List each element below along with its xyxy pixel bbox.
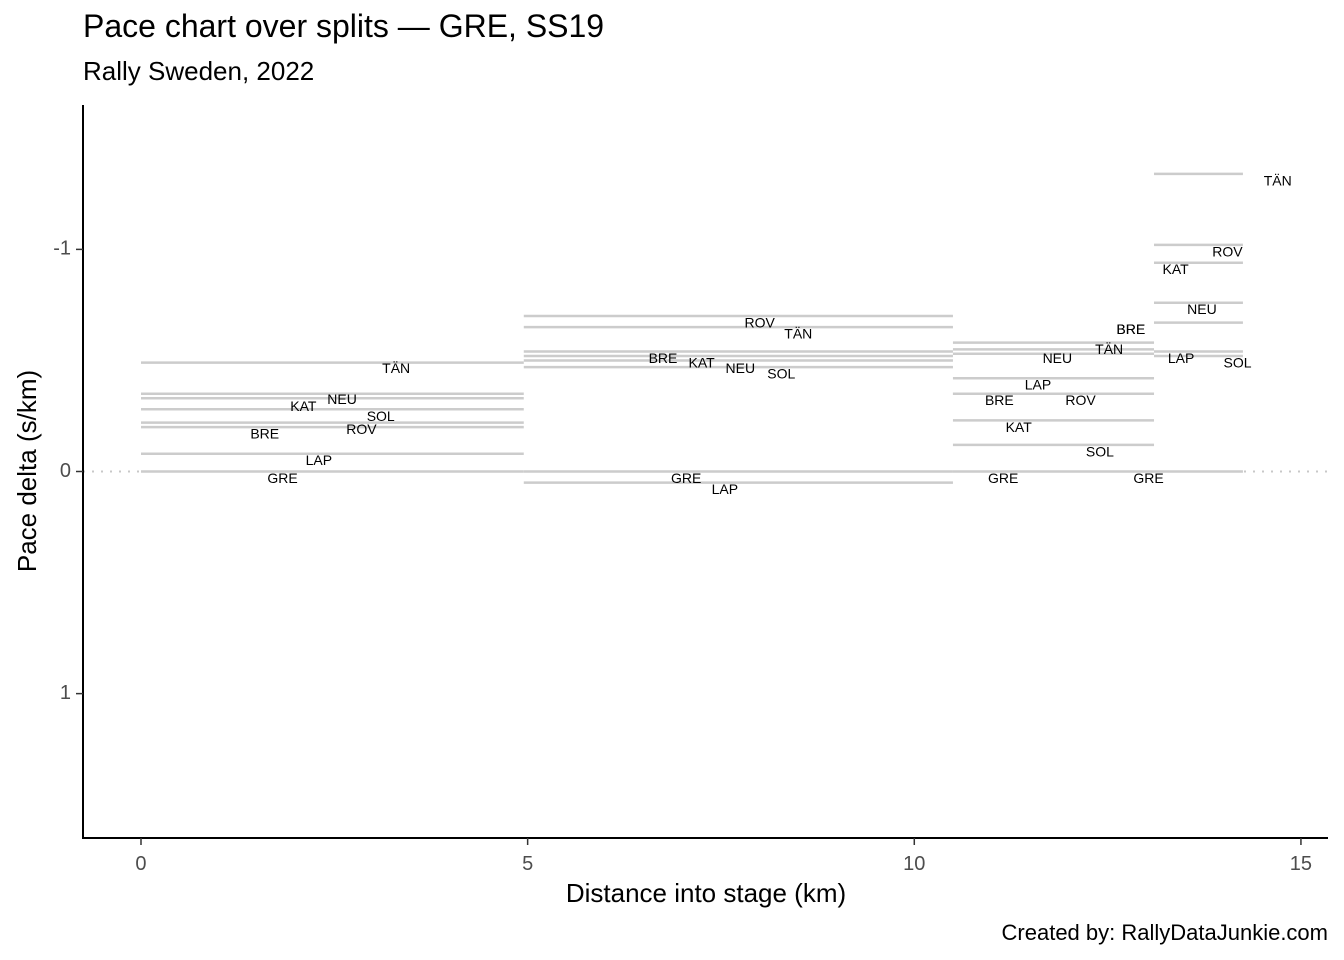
x-axis-title: Distance into stage (km) <box>566 878 846 908</box>
driver-label-sol-split-2: SOL <box>767 366 795 382</box>
driver-label-bre-split-3: BRE <box>985 392 1014 408</box>
driver-label-lap-split-4: LAP <box>1168 350 1194 366</box>
y-axis-title: Pace delta (s/km) <box>12 370 42 572</box>
driver-label-gre-split-4: GRE <box>1133 470 1163 486</box>
chart-caption: Created by: RallyDataJunkie.com <box>1001 920 1328 945</box>
y-tick-label: 0 <box>60 460 71 482</box>
driver-label-neu-split-2: NEU <box>726 360 756 376</box>
driver-label-lap-split-1: LAP <box>306 452 332 468</box>
driver-label-gre-split-2: GRE <box>671 470 701 486</box>
driver-label-kat-split-4: KAT <box>1163 261 1190 277</box>
y-tick-label: 1 <box>60 682 71 704</box>
x-tick-label: 15 <box>1290 853 1312 875</box>
driver-label-rov-split-2: ROV <box>744 314 775 330</box>
driver-label-gre-split-1: GRE <box>267 470 297 486</box>
driver-label-rov-split-3: ROV <box>1065 392 1096 408</box>
driver-label-tän-split-4: TÄN <box>1264 172 1292 188</box>
driver-label-bre-split-1: BRE <box>250 426 279 442</box>
driver-label-lap-split-3: LAP <box>1025 377 1051 393</box>
x-tick-label: 10 <box>903 853 925 875</box>
axes-layer: 0 5 10 15 -1 0 1 <box>53 105 1328 875</box>
driver-label-bre-split-3: BRE <box>1116 321 1145 337</box>
driver-label-gre-split-3: GRE <box>988 470 1018 486</box>
driver-label-sol-split-4: SOL <box>1224 354 1252 370</box>
driver-label-kat-split-3: KAT <box>1006 419 1033 435</box>
driver-label-rov-split-4: ROV <box>1212 243 1243 259</box>
x-tick-label: 5 <box>522 853 533 875</box>
y-tick-label: -1 <box>53 238 71 260</box>
driver-label-sol-split-3: SOL <box>1086 443 1114 459</box>
driver-label-neu-split-3: NEU <box>1043 350 1073 366</box>
chart-subtitle: Rally Sweden, 2022 <box>83 56 315 86</box>
driver-label-sol-split-1: SOL <box>367 408 395 424</box>
driver-label-neu-split-1: NEU <box>327 391 357 407</box>
driver-label-kat-split-1: KAT <box>290 398 317 414</box>
chart-title: Pace chart over splits — GRE, SS19 <box>83 8 605 44</box>
driver-label-rov-split-1: ROV <box>346 421 377 437</box>
driver-label-kat-split-2: KAT <box>689 354 716 370</box>
x-tick-label: 0 <box>135 853 146 875</box>
driver-label-neu-split-4: NEU <box>1187 301 1217 317</box>
driver-label-tän-split-1: TÄN <box>382 360 410 376</box>
driver-label-lap-split-2: LAP <box>712 481 738 497</box>
driver-label-bre-split-2: BRE <box>649 350 678 366</box>
driver-label-tän-split-3: TÄN <box>1095 341 1123 357</box>
driver-label-bre-split-4: BRE <box>1116 321 1145 337</box>
driver-label-tän-split-2: TÄN <box>784 326 812 342</box>
split-segments-layer <box>140 172 1243 484</box>
